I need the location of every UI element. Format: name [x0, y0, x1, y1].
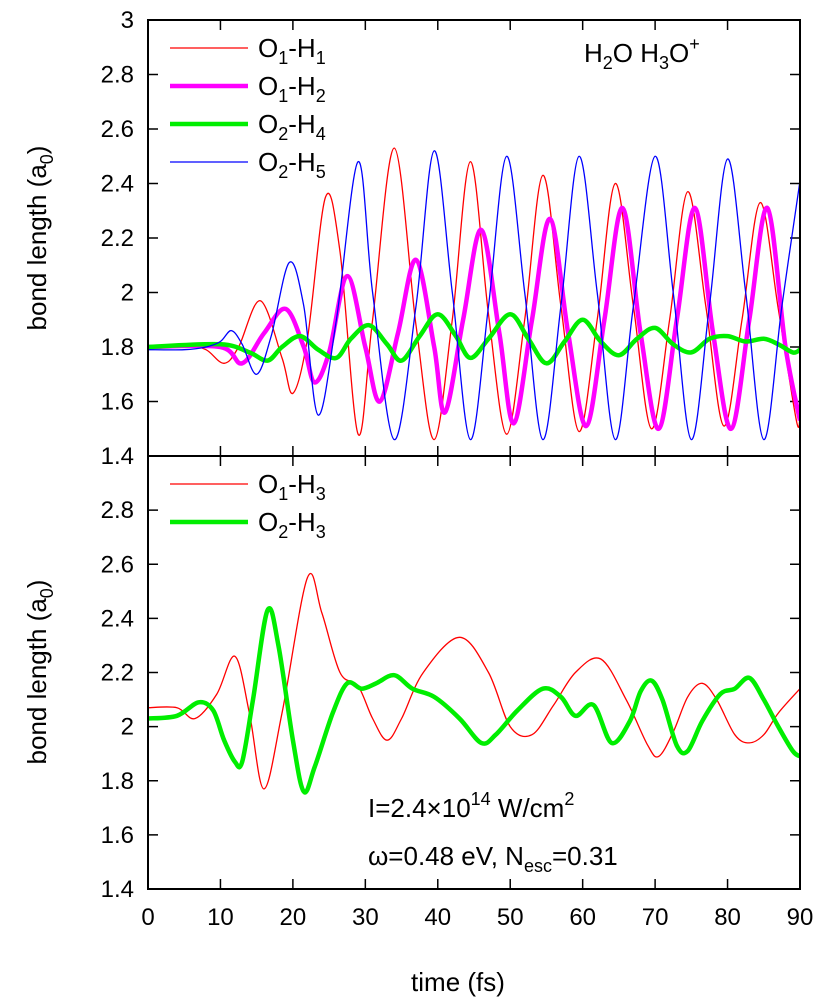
y-tick-label-1-2-4: 2.4: [101, 605, 134, 632]
x-tick-label-10: 10: [207, 904, 234, 931]
legend-label-o1-h3: O1-H3: [258, 469, 326, 504]
bottom-y-ticks: 1.4 1.6 1.8 2 2.2 2.4 2.6 2.8: [101, 497, 800, 903]
x-tick-label-80: 80: [714, 904, 741, 931]
x-tick-label-40: 40: [424, 904, 451, 931]
y-tick-label-0-2-6: 2.6: [101, 116, 134, 143]
x-tick-label-0: 0: [141, 904, 154, 931]
bottom-series-lines: [148, 573, 800, 795]
top-panel: 1.4 1.6 1.8 2 2.2 2.4 2.6 2.8 3 O1-H1 O1-H2 O2-H…: [101, 7, 801, 470]
legend-label-o2-h5: O2-H5: [258, 147, 326, 182]
y-tick-label-0-3: 3: [121, 7, 134, 34]
legend-label-o2-h4: O2-H4: [258, 109, 326, 144]
x-axis-label: time (fs): [411, 967, 505, 997]
legend-label-o2-h3: O2-H3: [258, 507, 326, 542]
legend-item-o1-h1: O1-H1: [170, 33, 326, 68]
y-tick-label-1-1-8: 1.8: [101, 768, 134, 795]
bottom-legend: O1-H3 O2-H3: [170, 469, 326, 542]
x-tick-label-70: 70: [642, 904, 669, 931]
legend-item-o2-h4: O2-H4: [170, 109, 326, 144]
y-tick-label-1-2-8: 2.8: [101, 497, 134, 524]
bottom-panel: 1.4 1.6 1.8 2 2.2 2.4 2.6 2.8 0 10 20 30 40 50 60 70 80…: [101, 455, 813, 931]
legend-item-o1-h2: O1-H2: [170, 71, 326, 106]
y-tick-label-0-1-6: 1.6: [101, 389, 134, 416]
y-tick-label-1-2-2: 2.2: [101, 660, 134, 687]
legend-label-o1-h1: O1-H1: [258, 33, 326, 68]
legend-item-o2-h3: O2-H3: [170, 507, 326, 542]
legend-label-o1-h2: O1-H2: [258, 71, 326, 106]
series-line-o1-h3: [148, 573, 800, 790]
y-tick-label-1-1-4: 1.4: [101, 876, 134, 903]
top-legend: O1-H1 O1-H2 O2-H4 O2-H5: [170, 33, 326, 182]
top-series-lines: [148, 147, 800, 441]
series-line-o2-h5: [148, 150, 800, 441]
bottom-plot-frame: [147, 455, 801, 890]
y-tick-label-0-1-8: 1.8: [101, 334, 134, 361]
series-line-o1-h1: [148, 147, 800, 441]
series-line-o2-h3: [148, 606, 800, 795]
y-tick-label-1-1-6: 1.6: [101, 822, 134, 849]
top-y-ticks: 1.4 1.6 1.8 2 2.2 2.4 2.6 2.8 3: [101, 7, 801, 470]
x-tick-label-60: 60: [569, 904, 596, 931]
x-tick-label-50: 50: [497, 904, 524, 931]
legend-item-o2-h5: O2-H5: [170, 147, 326, 182]
y-tick-label-1-2-6: 2.6: [101, 551, 134, 578]
bottom-y-axis-label: bond length (a0): [22, 580, 57, 765]
y-tick-label-0-2-8: 2.8: [101, 62, 134, 89]
top-y-axis-label: bond length (a0): [22, 146, 57, 331]
intensity-annotation: I=2.4×1014 W/cm2: [368, 789, 574, 823]
legend-item-o1-h3: O1-H3: [170, 469, 326, 504]
y-tick-label-1-2: 2: [121, 714, 134, 741]
y-tick-label-0-2: 2: [121, 280, 134, 307]
series-line-o1-h2: [148, 205, 800, 432]
x-tick-label-30: 30: [352, 904, 379, 931]
y-tick-label-0-2-4: 2.4: [101, 171, 134, 198]
frequency-annotation: ω=0.48 eV, Nesc=0.31: [368, 841, 618, 876]
x-tick-label-20: 20: [280, 904, 307, 931]
x-ticks: 0 10 20 30 40 50 60 70 80 90: [141, 456, 813, 931]
series-line-o2-h4: [148, 312, 800, 366]
y-tick-label-0-1-4: 1.4: [101, 443, 134, 470]
x-tick-label-90: 90: [787, 904, 814, 931]
top-annotation: H2O H3O+: [584, 34, 700, 73]
y-tick-label-0-2-2: 2.2: [101, 225, 134, 252]
